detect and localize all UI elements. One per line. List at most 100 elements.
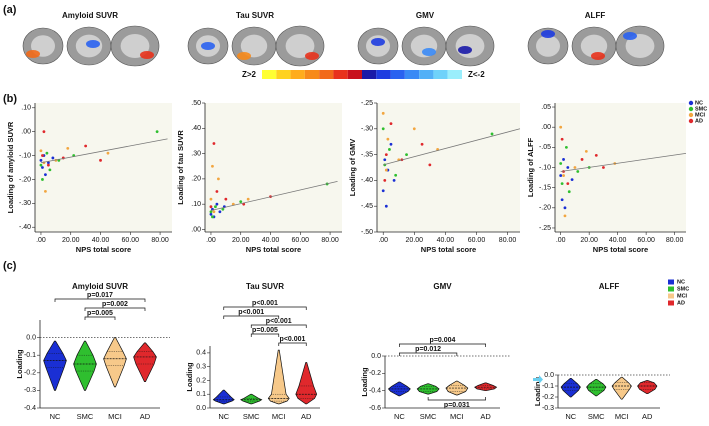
- charts: .10 .00 -.10 -.20 -.30 -.40 .00 20.00 40.00 60.00…: [6, 100, 707, 421]
- y-tick-label: .40: [191, 125, 201, 132]
- point: [563, 214, 567, 218]
- plot-area: [377, 103, 520, 232]
- x-tick-label: NC: [565, 412, 576, 421]
- y-axis-label: Loading of ALFF: [526, 137, 535, 197]
- y-tick-label: -0.6: [369, 405, 381, 412]
- y-tick-label: .05: [541, 104, 551, 111]
- point: [388, 148, 391, 151]
- point: [215, 190, 219, 193]
- y-tick-label: 0.0: [26, 334, 36, 341]
- point: [562, 158, 565, 161]
- point: [48, 168, 52, 172]
- map-title: Amyloid SUVR: [62, 11, 118, 20]
- point: [580, 158, 584, 161]
- y-tick-label: 0.4: [196, 350, 206, 357]
- point: [576, 170, 580, 173]
- x-tick-label: 40.00: [92, 237, 110, 244]
- y-axis-label: Loading of amyloid SUVR: [6, 121, 15, 213]
- x-tick-label: 80.00: [321, 237, 339, 244]
- p-value: p<0.001: [266, 318, 292, 325]
- point: [567, 190, 571, 194]
- y-axis-label: Loading: [185, 362, 194, 392]
- fit-line: [560, 152, 687, 172]
- point: [224, 197, 228, 201]
- point: [405, 153, 408, 157]
- activation-blob: [201, 42, 215, 50]
- x-tick-label: AD: [140, 412, 151, 421]
- colorbar-cell: [290, 70, 305, 79]
- point: [84, 144, 88, 148]
- point: [45, 151, 49, 155]
- x-tick-label: 60.00: [292, 237, 310, 244]
- violin: [267, 349, 290, 405]
- y-axis-label: Loading: [533, 377, 542, 407]
- arrow-icon: [533, 375, 543, 384]
- y-tick-label: -0.1: [24, 352, 36, 359]
- y-tick-label: 0.3: [196, 364, 206, 371]
- y-tick-label: -0.2: [369, 370, 381, 377]
- y-tick-label: -0.1: [542, 383, 554, 390]
- activation-blob: [371, 38, 385, 46]
- x-tick-label: MCI: [272, 412, 286, 421]
- panel-label: (a): [3, 4, 17, 16]
- x-tick-label: NC: [394, 412, 405, 421]
- legend-swatch: [668, 286, 674, 292]
- point: [41, 178, 44, 181]
- point: [221, 207, 225, 211]
- fit-line: [383, 128, 521, 166]
- point: [41, 166, 44, 169]
- bracket: [54, 298, 146, 302]
- x-tick-label: AD: [301, 412, 312, 421]
- point: [44, 173, 47, 177]
- point: [39, 149, 43, 153]
- chart-title: ALFF: [599, 282, 620, 291]
- y-tick-label: -.45: [361, 203, 373, 210]
- colorbar-cell: [276, 70, 291, 79]
- colorbar-label: Z>2: [242, 70, 257, 79]
- point: [212, 142, 216, 145]
- plot-area: [205, 103, 342, 232]
- x-tick-label: 40.00: [262, 237, 280, 244]
- brain-maps: Amyloid SUVR Tau SUVR GMV ALFF Z>2 Z<-2: [22, 11, 665, 79]
- point: [384, 153, 388, 157]
- x-tick-label: 20.00: [406, 237, 424, 244]
- point: [594, 154, 598, 157]
- x-tick-label: .00: [378, 237, 388, 244]
- legend-swatch: [688, 112, 694, 118]
- fit-line: [210, 181, 338, 211]
- legend-label: SMC: [695, 106, 707, 112]
- x-tick-label: 40.00: [609, 237, 627, 244]
- p-value: p=0.005: [87, 310, 113, 317]
- bracket: [250, 333, 280, 337]
- point: [490, 132, 494, 136]
- legend-label: SMC: [677, 286, 689, 292]
- colorbar-label: Z<-2: [468, 70, 485, 79]
- y-tick-label: -0.2: [542, 394, 554, 401]
- point: [383, 179, 387, 182]
- colorbar-cell: [262, 70, 277, 79]
- violin: [240, 393, 263, 405]
- activation-blob: [305, 52, 319, 60]
- point: [562, 174, 565, 177]
- x-tick-label: MCI: [108, 412, 122, 421]
- brain-inner: [580, 34, 608, 58]
- brain-inner: [625, 34, 655, 58]
- map-title: ALFF: [585, 11, 606, 20]
- p-value: p=0.005: [252, 327, 278, 334]
- bracket: [223, 306, 307, 310]
- x-tick-label: 40.00: [437, 237, 455, 244]
- y-tick-label: -.30: [361, 126, 373, 133]
- colorbar-cell: [419, 70, 434, 79]
- x-tick-label: SMC: [420, 412, 437, 421]
- brain-inner: [285, 34, 315, 58]
- y-tick-label: 0.0: [544, 372, 554, 379]
- point: [428, 163, 432, 167]
- p-value: p<0.001: [252, 300, 278, 307]
- y-tick-label: 0.0: [196, 405, 206, 412]
- point: [564, 145, 568, 149]
- x-tick-label: 80.00: [666, 237, 684, 244]
- point: [47, 163, 50, 167]
- y-tick-label: -.40: [361, 177, 373, 184]
- point: [386, 137, 390, 141]
